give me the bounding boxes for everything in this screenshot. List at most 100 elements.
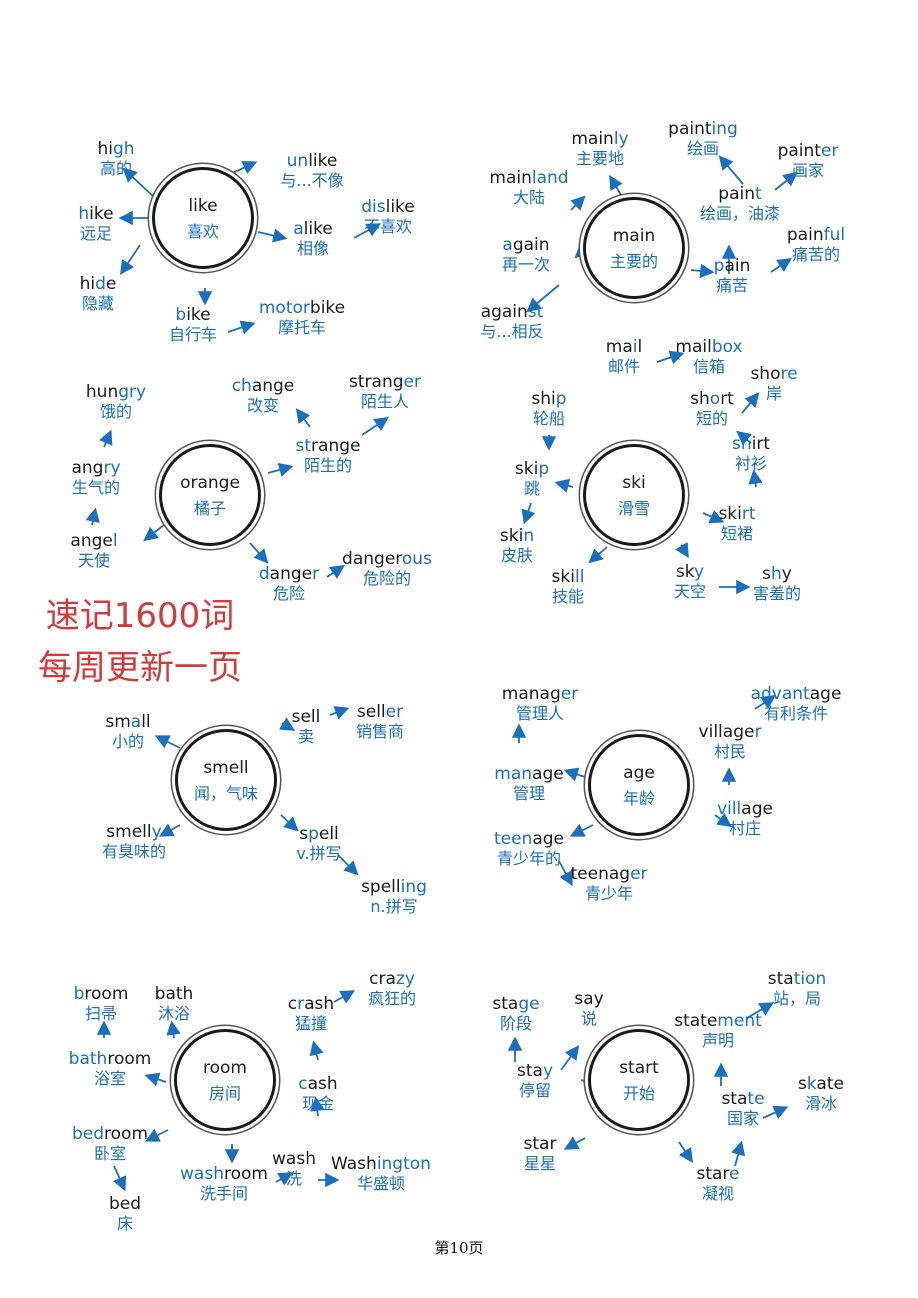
word-skill: skill 技能 bbox=[508, 567, 628, 606]
arrow bbox=[569, 823, 594, 837]
word-chinese: 说 bbox=[580, 1008, 597, 1028]
word-chinese: 陌生人 bbox=[360, 391, 409, 411]
word-washroom: washroom 洗手间 bbox=[164, 1164, 284, 1203]
plain-letters: ash bbox=[307, 1074, 338, 1094]
plain-letters: ma bbox=[605, 337, 633, 357]
word-alike: alike 相像 bbox=[253, 219, 373, 258]
plain-letters: mail bbox=[675, 337, 712, 357]
highlighted-letters: ly bbox=[613, 129, 629, 149]
word-english: manager bbox=[480, 684, 600, 705]
plain-letters: main bbox=[571, 129, 614, 149]
word-english: teenager bbox=[549, 864, 669, 885]
word-english: dislike bbox=[328, 197, 448, 218]
word-english: stranger bbox=[325, 372, 445, 393]
word-hike: hike 远足 bbox=[36, 204, 156, 243]
plain-letters: rt bbox=[720, 389, 734, 409]
promo-line-1: 速记1600词 bbox=[45, 596, 235, 636]
word-english: hike bbox=[36, 204, 156, 225]
word-mailbox: mailbox 信箱 bbox=[649, 337, 769, 376]
word-chinese: 床 bbox=[116, 1213, 133, 1233]
center-chinese: 开始 bbox=[622, 1084, 655, 1103]
word-pain: pain 痛苦 bbox=[672, 256, 792, 295]
center-chinese: 滑雪 bbox=[617, 499, 650, 518]
word-skirt: skirt 短裙 bbox=[677, 504, 797, 543]
word-chinese: 浴室 bbox=[93, 1068, 126, 1088]
center-word-age: age 年龄 bbox=[588, 734, 690, 836]
plain-letters: sm bbox=[105, 712, 131, 732]
plain-letters: bed bbox=[108, 1194, 142, 1214]
arrow bbox=[310, 1096, 325, 1117]
word-painful: painful 痛苦的 bbox=[756, 225, 876, 264]
arrow bbox=[736, 430, 752, 446]
highlighted-letters: ry bbox=[103, 458, 121, 478]
plain-letters: ange bbox=[251, 376, 295, 396]
arrow bbox=[337, 854, 359, 876]
arrow bbox=[748, 469, 763, 488]
word-mainly: mainly 主要地 bbox=[540, 129, 660, 168]
arrow bbox=[249, 542, 269, 564]
plain-letters: room bbox=[84, 984, 129, 1004]
plain-letters: hi bbox=[79, 274, 96, 294]
plain-letters: sh bbox=[531, 389, 552, 409]
highlighted-letters: er bbox=[385, 702, 404, 722]
word-english: unlike bbox=[252, 151, 372, 172]
plain-letters: room bbox=[223, 1164, 268, 1184]
plain-letters: like bbox=[308, 151, 338, 171]
word-english: state bbox=[683, 1089, 803, 1110]
word-english: manage bbox=[469, 764, 589, 785]
word-english: spelling bbox=[334, 877, 454, 898]
center-chinese: 橘子 bbox=[193, 499, 226, 518]
plain-letters: range bbox=[311, 436, 361, 456]
highlighted-letters: p bbox=[538, 459, 550, 479]
arrow bbox=[329, 706, 350, 720]
plain-letters: village bbox=[698, 722, 755, 742]
highlighted-letters: gh bbox=[112, 139, 135, 159]
center-word-orange: orange 橘子 bbox=[159, 444, 261, 546]
word-hungry: hungry 饿的 bbox=[56, 382, 176, 421]
word-chinese: 管理 bbox=[512, 783, 545, 803]
word-english: wash bbox=[234, 1149, 354, 1170]
plain-letters: sk bbox=[675, 562, 695, 582]
highlighted-letters: y bbox=[542, 1061, 553, 1081]
plain-letters: ash bbox=[304, 994, 335, 1014]
word-english: mail bbox=[564, 337, 684, 358]
word-wash: wash 洗 bbox=[234, 1149, 354, 1188]
word-chinese: 摩托车 bbox=[277, 317, 326, 337]
word-crazy: crazy 疯狂的 bbox=[332, 969, 452, 1008]
word-english: ship bbox=[489, 389, 609, 410]
arrow bbox=[85, 507, 100, 526]
word-english: mailbox bbox=[649, 337, 769, 358]
cluster-age: age 年龄 manager 管理人 advantage 有利条件 villager 村民 ma… bbox=[459, 675, 918, 991]
highlighted-letters: d bbox=[258, 564, 270, 584]
plain-letters: sell bbox=[356, 702, 386, 722]
arrow bbox=[718, 155, 744, 185]
word-shirt: shirt 衬衫 bbox=[691, 434, 811, 473]
arrow bbox=[295, 408, 311, 428]
center-chinese: 主要的 bbox=[609, 252, 658, 271]
word-english: danger bbox=[229, 564, 349, 585]
highlighted-letters: sh bbox=[731, 434, 752, 454]
highlighted-letters: teen bbox=[493, 829, 533, 849]
word-english: hungry bbox=[56, 382, 176, 403]
highlighted-letters: l bbox=[112, 531, 118, 551]
arrows-age bbox=[511, 695, 776, 887]
highlighted-letters: motor bbox=[258, 298, 310, 318]
word-painting: painting 绘画 bbox=[643, 119, 763, 158]
highlighted-letters: vill bbox=[717, 799, 742, 819]
highlighted-letters: p bbox=[713, 256, 725, 276]
highlighted-letters: a bbox=[130, 712, 142, 732]
arrow bbox=[560, 1045, 580, 1071]
word-english: crazy bbox=[332, 969, 452, 990]
arrow bbox=[690, 263, 715, 279]
highlighted-letters: er bbox=[820, 141, 839, 161]
highlighted-letters: n bbox=[523, 526, 535, 546]
arrow bbox=[558, 860, 573, 887]
word-chinese: 远足 bbox=[79, 223, 112, 243]
plain-letters: ell bbox=[318, 824, 339, 844]
plain-letters: hun bbox=[85, 382, 119, 402]
arrow bbox=[144, 1072, 167, 1087]
plain-letters: sho bbox=[750, 364, 781, 384]
arrow bbox=[675, 542, 689, 559]
word-bedroom: bedroom 卧室 bbox=[50, 1124, 170, 1163]
word-chinese: 高的 bbox=[99, 158, 132, 178]
